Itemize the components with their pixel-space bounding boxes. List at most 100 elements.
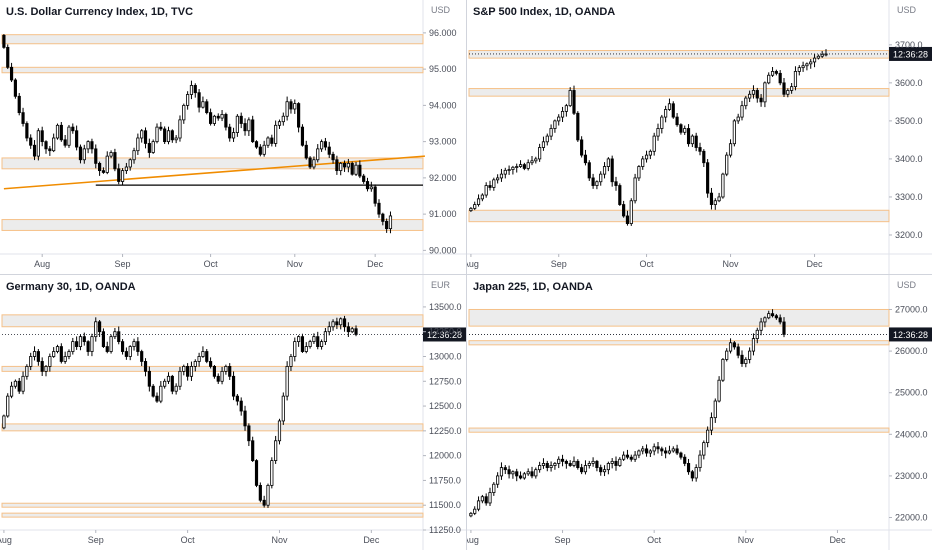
- candle: [101, 331, 106, 347]
- candle: [545, 135, 549, 143]
- candle: [797, 67, 801, 72]
- chart-title: S&P 500 Index, 1D, OANDA: [473, 6, 616, 18]
- chart-canvas[interactable]: USD 12:36:28 27000.0 26000.0 25000.0 24000.0 2…: [467, 275, 932, 550]
- y-tick-label: 94.000: [429, 100, 457, 110]
- candle: [136, 137, 140, 152]
- candle: [767, 74, 771, 84]
- candle: [538, 465, 542, 471]
- candle: [29, 137, 33, 146]
- candle: [488, 492, 492, 504]
- candle: [228, 126, 232, 139]
- candle: [648, 450, 652, 454]
- chart-panel-dxy[interactable]: USD 96.000 95.000 94.000 93.000 92.000 91.000 9…: [0, 0, 466, 274]
- candle: [751, 90, 756, 95]
- candle: [637, 450, 641, 456]
- candle: [583, 154, 588, 164]
- candle: [511, 471, 515, 475]
- candle: [770, 71, 775, 76]
- candle: [377, 202, 381, 215]
- candle: [698, 454, 702, 468]
- candle: [90, 336, 94, 352]
- y-tick-label: 3500.0: [895, 116, 923, 126]
- candle: [373, 186, 377, 204]
- candle: [147, 143, 151, 153]
- candle: [652, 135, 656, 152]
- candle: [350, 328, 354, 333]
- candle: [560, 458, 565, 462]
- y-tick-label: 3300.0: [895, 192, 923, 202]
- chart-panel-nikkei[interactable]: USD 12:36:28 27000.0 26000.0 25000.0 24000.0 2…: [467, 275, 932, 550]
- x-tick-label: Nov: [271, 535, 288, 545]
- candle: [625, 215, 630, 224]
- candle: [2, 35, 6, 48]
- candle: [648, 150, 652, 156]
- chart-canvas[interactable]: EUR 12:36:28 13500.0 13250.0 13000.0 12750.0 1…: [0, 275, 466, 550]
- candle: [293, 341, 297, 357]
- chart-canvas[interactable]: USD 96.000 95.000 94.000 93.000 92.000 91.000 9…: [0, 0, 466, 274]
- candle: [595, 181, 599, 186]
- y-tick-label: 12750.0: [429, 376, 462, 386]
- candle: [740, 105, 744, 118]
- support-resistance-zone: [1, 219, 424, 231]
- candle: [86, 141, 90, 150]
- candle: [759, 97, 763, 103]
- candle: [342, 162, 347, 168]
- chart-title: U.S. Dollar Currency Index, 1D, TVC: [6, 6, 194, 18]
- candle: [736, 346, 740, 356]
- candle: [660, 448, 664, 452]
- candle: [591, 177, 595, 186]
- candle: [82, 336, 86, 343]
- candle: [610, 158, 614, 183]
- candle: [151, 385, 155, 397]
- candle: [728, 143, 733, 156]
- candle: [297, 103, 301, 128]
- candle: [147, 370, 151, 387]
- candle: [224, 366, 228, 372]
- chart-panel-spx[interactable]: USD 12:36:28 3700.0 3600.0 3500.0 3400.0 3300.…: [467, 0, 932, 274]
- candle: [105, 346, 109, 352]
- x-tick-label: Sep: [88, 535, 104, 545]
- y-tick-label: 11250.0: [429, 525, 461, 535]
- currency-label: EUR: [431, 280, 451, 290]
- candle: [728, 342, 733, 352]
- candle: [492, 179, 496, 188]
- candle: [541, 463, 546, 466]
- candle: [21, 112, 25, 124]
- candle: [629, 456, 633, 460]
- candle: [331, 321, 335, 328]
- candle: [683, 128, 687, 133]
- chart-panel-dax[interactable]: EUR 12:36:28 13500.0 13250.0 13000.0 12750.0 1…: [0, 275, 466, 550]
- candle: [469, 207, 473, 212]
- candle: [518, 475, 523, 479]
- candle: [178, 370, 182, 387]
- y-tick-label: 13500.0: [429, 302, 462, 312]
- candle: [32, 144, 37, 157]
- candle: [507, 169, 511, 171]
- candle: [679, 124, 683, 133]
- candle: [362, 175, 366, 182]
- candle: [212, 115, 217, 124]
- time-label: 12:36:28: [893, 330, 928, 340]
- candle: [94, 148, 98, 164]
- candle: [476, 500, 481, 510]
- candle: [231, 375, 236, 397]
- x-tick-label: Oct: [181, 535, 196, 545]
- candle: [530, 160, 534, 164]
- candle: [679, 452, 683, 458]
- candle: [469, 512, 473, 517]
- candle: [331, 153, 335, 161]
- price-axis: [423, 275, 466, 550]
- candle: [17, 380, 21, 392]
- x-tick-label: Sep: [551, 259, 567, 269]
- candle: [159, 126, 163, 130]
- candle: [251, 440, 255, 461]
- candle: [75, 341, 79, 347]
- candle: [9, 66, 14, 81]
- candle: [694, 135, 698, 148]
- candle: [182, 366, 186, 372]
- candle: [243, 410, 247, 427]
- candle: [270, 137, 274, 144]
- candle: [289, 356, 293, 367]
- candle: [277, 420, 282, 442]
